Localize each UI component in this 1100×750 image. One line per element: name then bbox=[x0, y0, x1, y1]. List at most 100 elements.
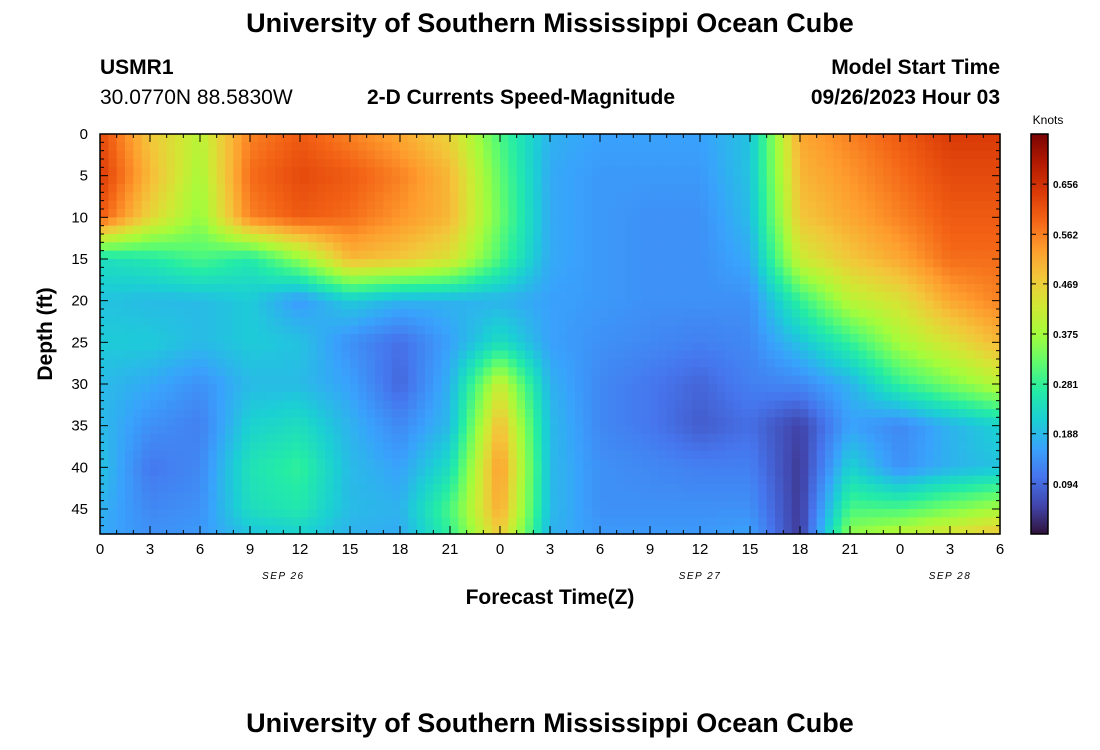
heatmap-cell bbox=[666, 167, 676, 177]
heatmap-cell bbox=[833, 417, 843, 427]
heatmap-cell bbox=[383, 509, 393, 518]
heatmap-cell bbox=[516, 250, 526, 260]
heatmap-cell bbox=[683, 217, 693, 227]
heatmap-cell bbox=[183, 284, 193, 293]
heatmap-cell bbox=[183, 167, 193, 177]
heatmap-cell bbox=[100, 242, 109, 252]
heatmap-cell bbox=[391, 467, 401, 477]
heatmap-cell bbox=[883, 459, 893, 468]
heatmap-cell bbox=[850, 392, 859, 402]
heatmap-cell bbox=[566, 167, 576, 177]
heatmap-cell bbox=[941, 200, 951, 210]
heatmap-cell bbox=[858, 242, 868, 252]
heatmap-cell bbox=[433, 367, 443, 377]
heatmap-cell bbox=[925, 192, 934, 202]
heatmap-cell bbox=[100, 475, 109, 485]
heatmap-cell bbox=[700, 509, 709, 518]
heatmap-cell bbox=[366, 350, 376, 360]
heatmap-cell bbox=[375, 400, 384, 410]
heatmap-cell bbox=[375, 350, 384, 360]
heatmap-cell bbox=[125, 367, 134, 377]
heatmap-cell bbox=[558, 184, 568, 193]
heatmap-cell bbox=[583, 359, 593, 368]
heatmap-cell bbox=[200, 325, 209, 335]
heatmap-cell bbox=[533, 475, 543, 485]
heatmap-cell bbox=[558, 225, 568, 235]
heatmap-cell bbox=[700, 292, 709, 302]
heatmap-cell bbox=[766, 184, 776, 193]
heatmap-cell bbox=[600, 459, 609, 468]
heatmap-cell bbox=[591, 417, 601, 427]
heatmap-cell bbox=[733, 492, 743, 502]
heatmap-cell bbox=[983, 342, 993, 352]
heatmap-cell bbox=[833, 492, 843, 502]
heatmap-cell bbox=[150, 475, 159, 485]
heatmap-cell bbox=[541, 375, 551, 385]
heatmap-cell bbox=[483, 467, 493, 477]
heatmap-cell bbox=[358, 450, 368, 460]
heatmap-cell bbox=[600, 292, 609, 302]
heatmap-cell bbox=[866, 309, 876, 318]
heatmap-cell bbox=[616, 275, 626, 285]
heatmap-cell bbox=[125, 350, 134, 360]
heatmap-cell bbox=[758, 459, 768, 468]
heatmap-cell bbox=[575, 275, 584, 285]
heatmap-cell bbox=[666, 367, 676, 377]
heatmap-cell bbox=[508, 284, 518, 293]
heatmap-cell bbox=[258, 334, 268, 343]
heatmap-cell bbox=[800, 334, 809, 343]
heatmap-cell bbox=[666, 184, 676, 193]
heatmap-cell bbox=[850, 509, 859, 518]
heatmap-cell bbox=[266, 409, 276, 418]
heatmap-cell bbox=[500, 259, 509, 268]
heatmap-cell bbox=[433, 217, 443, 227]
heatmap-cell bbox=[225, 359, 234, 368]
heatmap-cell bbox=[466, 450, 476, 460]
heatmap-cell bbox=[750, 409, 759, 418]
heatmap-cell bbox=[350, 475, 359, 485]
heatmap-cell bbox=[183, 375, 193, 385]
heatmap-cell bbox=[558, 509, 568, 518]
heatmap-cell bbox=[366, 475, 376, 485]
heatmap-cell bbox=[325, 209, 334, 218]
heatmap-cell bbox=[566, 442, 576, 452]
heatmap-cell bbox=[650, 492, 659, 502]
heatmap-cell bbox=[383, 367, 393, 377]
heatmap-cell bbox=[466, 184, 476, 193]
heatmap-cell bbox=[150, 284, 159, 293]
heatmap-cell bbox=[950, 484, 959, 493]
heatmap-cell bbox=[608, 192, 618, 202]
heatmap-cell bbox=[325, 425, 334, 435]
heatmap-cell bbox=[791, 334, 801, 343]
heatmap-cell bbox=[383, 309, 393, 318]
heatmap-cell bbox=[475, 267, 484, 277]
heatmap-cell bbox=[800, 250, 809, 260]
heatmap-cell bbox=[908, 484, 918, 493]
heatmap-cell bbox=[116, 192, 126, 202]
heatmap-cell bbox=[466, 309, 476, 318]
heatmap-cell bbox=[883, 200, 893, 210]
heatmap-cell bbox=[141, 334, 151, 343]
heatmap-cell bbox=[725, 325, 734, 335]
heatmap-cell bbox=[591, 184, 601, 193]
heatmap-cell bbox=[425, 334, 434, 343]
heatmap-cell bbox=[275, 225, 284, 235]
heatmap-cell bbox=[700, 200, 709, 210]
heatmap-cell bbox=[741, 192, 751, 202]
heatmap-cell bbox=[791, 475, 801, 485]
heatmap-cell bbox=[241, 409, 251, 418]
heatmap-cell bbox=[250, 159, 259, 168]
heatmap-cell bbox=[450, 275, 459, 285]
heatmap-cell bbox=[491, 217, 501, 227]
heatmap-cell bbox=[266, 450, 276, 460]
heatmap-cell bbox=[291, 134, 301, 143]
heatmap-cell bbox=[766, 267, 776, 277]
heatmap-cell bbox=[341, 167, 351, 177]
heatmap-cell bbox=[458, 225, 468, 235]
heatmap-cell bbox=[575, 500, 584, 510]
heatmap-cell bbox=[758, 234, 768, 243]
heatmap-cell bbox=[100, 192, 109, 202]
heatmap-cell bbox=[158, 225, 168, 235]
heatmap-cell bbox=[325, 492, 334, 502]
heatmap-cell bbox=[491, 175, 501, 185]
